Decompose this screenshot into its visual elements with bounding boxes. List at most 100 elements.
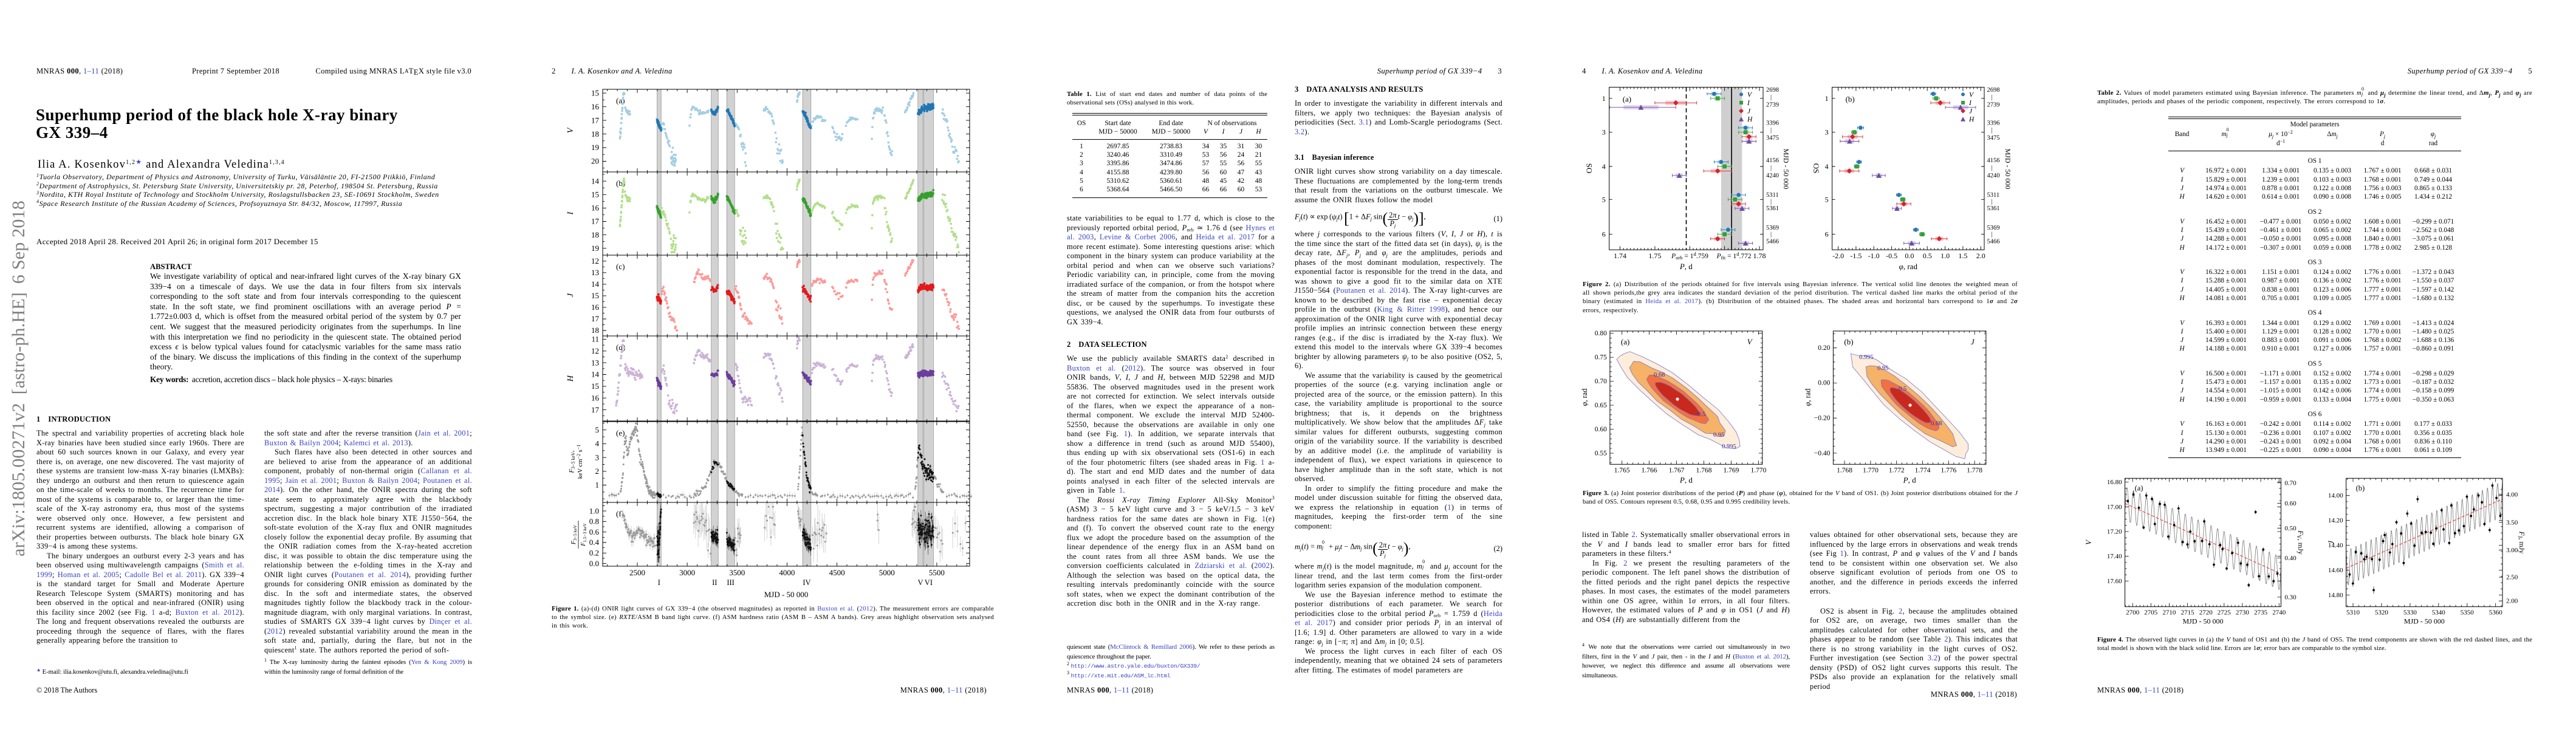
svg-text:OS: OS: [1812, 163, 1821, 174]
svg-text:-0.5: -0.5: [1886, 252, 1897, 260]
svg-text:0.5: 0.5: [1899, 386, 1906, 392]
svg-text:1.5: 1.5: [1958, 252, 1967, 260]
svg-text:20: 20: [591, 157, 599, 166]
svg-text:I: I: [658, 578, 660, 587]
svg-text:J: J: [1971, 337, 1975, 346]
svg-text:1: 1: [1825, 94, 1829, 103]
svg-text:19: 19: [591, 143, 599, 152]
svg-text:|: |: [1992, 231, 1993, 238]
svg-text:2715: 2715: [2181, 609, 2195, 617]
svg-text:4.00: 4.00: [2506, 491, 2518, 498]
svg-text:J: J: [1747, 108, 1751, 115]
svg-text:15: 15: [591, 190, 599, 199]
svg-text:P, d: P, d: [1679, 262, 1693, 271]
svg-text:5466: 5466: [1987, 238, 2000, 245]
svg-text:17: 17: [591, 405, 600, 414]
svg-text:MJD - 50 000: MJD - 50 000: [2404, 617, 2445, 626]
svg-text:2.0: 2.0: [1976, 252, 1985, 260]
svg-text:V: V: [917, 578, 923, 587]
svg-text:FJ, mJy: FJ, mJy: [2517, 531, 2526, 554]
svg-text:V: V: [1747, 91, 1753, 98]
svg-text:H: H: [1747, 116, 1753, 123]
svg-text:|: |: [1770, 94, 1772, 101]
svg-text:|: |: [1992, 199, 1993, 205]
svg-text:(a): (a): [1621, 337, 1629, 346]
svg-text:IV: IV: [803, 578, 810, 587]
svg-text:5330: 5330: [2403, 609, 2417, 617]
svg-text:-2.0: -2.0: [1832, 252, 1844, 260]
svg-text:1.766: 1.766: [1642, 467, 1657, 474]
svg-text:0.55: 0.55: [1595, 450, 1607, 457]
svg-text:0.5: 0.5: [1697, 411, 1705, 418]
svg-text:19: 19: [591, 244, 599, 253]
svg-text:5369: 5369: [1766, 225, 1779, 231]
svg-text:2698: 2698: [1766, 87, 1779, 94]
svg-text:13: 13: [591, 358, 599, 367]
svg-text:MJD - 50 000: MJD - 50 000: [2004, 148, 2012, 189]
svg-text:H: H: [566, 375, 575, 382]
svg-text:|: |: [1770, 165, 1772, 171]
svg-text:18: 18: [591, 230, 599, 239]
svg-text:4156: 4156: [1987, 157, 2000, 164]
svg-text:18: 18: [591, 326, 599, 335]
svg-text:0.65: 0.65: [1595, 402, 1607, 409]
svg-text:12: 12: [591, 256, 599, 265]
svg-text:0.50: 0.50: [2284, 525, 2297, 532]
svg-text:1.74: 1.74: [1614, 252, 1626, 260]
svg-text:3475: 3475: [1987, 135, 2000, 142]
svg-text:4240: 4240: [1987, 173, 2000, 179]
svg-text:6: 6: [1602, 230, 1606, 239]
svg-text:3.00: 3.00: [2506, 547, 2518, 554]
svg-text:16.80: 16.80: [2107, 479, 2122, 486]
svg-text:F1.5−3 keV: F1.5−3 keV: [580, 523, 587, 547]
svg-text:Porb = 1d.759: Porb = 1d.759: [1671, 251, 1708, 261]
svg-text:17.60: 17.60: [2107, 578, 2122, 585]
svg-text:1.774: 1.774: [1915, 467, 1931, 474]
svg-text:V: V: [566, 127, 575, 133]
svg-text:−0.40: −0.40: [1814, 450, 1831, 457]
svg-text:16: 16: [591, 102, 600, 111]
svg-text:4156: 4156: [1766, 157, 1779, 164]
svg-text:16: 16: [591, 303, 600, 312]
svg-text:1: 1: [595, 481, 600, 490]
svg-text:3475: 3475: [1766, 135, 1779, 142]
svg-text:0.70: 0.70: [2284, 479, 2297, 487]
svg-text:1.0: 1.0: [1941, 252, 1950, 260]
svg-text:5466: 5466: [1766, 238, 1779, 245]
svg-text:13: 13: [591, 268, 599, 277]
svg-text:0.8: 0.8: [589, 517, 599, 526]
svg-text:14: 14: [591, 370, 600, 379]
svg-text:11: 11: [591, 335, 599, 344]
svg-text:2739: 2739: [1987, 102, 2000, 109]
svg-text:I: I: [566, 211, 575, 215]
svg-text:J: J: [566, 293, 575, 297]
svg-text:3396: 3396: [1766, 120, 1779, 126]
svg-text:(b): (b): [1846, 95, 1855, 104]
svg-text:4500: 4500: [829, 568, 845, 577]
svg-text:1.75: 1.75: [1648, 252, 1661, 260]
svg-text:14: 14: [591, 279, 600, 289]
svg-text:(b): (b): [1844, 337, 1853, 346]
svg-text:J: J: [1969, 108, 1973, 115]
svg-text:16: 16: [591, 394, 600, 403]
svg-text:keV cm−2 s−1: keV cm−2 s−1: [576, 445, 584, 479]
svg-text:5360: 5360: [2489, 609, 2503, 617]
svg-text:F3−5 keV,: F3−5 keV,: [568, 450, 576, 474]
svg-text:12: 12: [591, 346, 599, 355]
svg-text:5320: 5320: [2375, 609, 2389, 617]
svg-text:F3−5 keV: F3−5 keV: [570, 524, 578, 545]
svg-text:2725: 2725: [2218, 609, 2232, 617]
svg-text:2705: 2705: [2144, 609, 2158, 617]
svg-text:2739: 2739: [1766, 102, 1779, 109]
svg-text:|: |: [1770, 199, 1772, 205]
svg-text:5: 5: [1602, 195, 1606, 204]
svg-text:2698: 2698: [1987, 87, 2000, 94]
svg-text:14.40: 14.40: [2328, 542, 2343, 549]
svg-text:3000: 3000: [679, 568, 695, 577]
svg-text:3396: 3396: [1987, 120, 2000, 126]
svg-text:14.00: 14.00: [2328, 492, 2343, 499]
svg-text:φ, rad: φ, rad: [1580, 388, 1589, 406]
svg-text:0.5: 0.5: [1923, 252, 1932, 260]
svg-text:0.40: 0.40: [2284, 555, 2297, 562]
svg-text:V: V: [2084, 539, 2093, 545]
